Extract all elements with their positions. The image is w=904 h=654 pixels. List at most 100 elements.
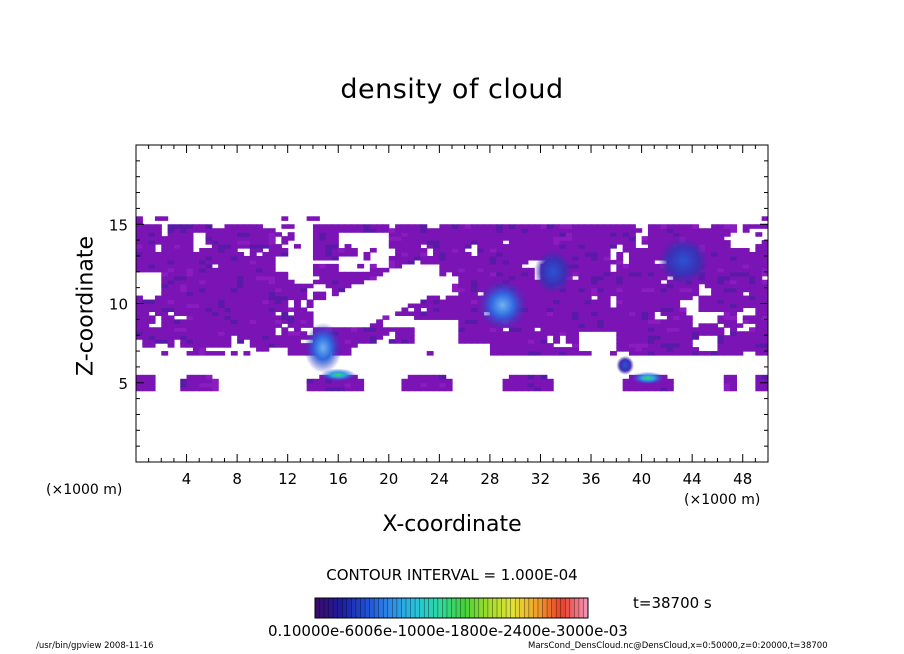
density-cell: [654, 228, 662, 233]
density-cell: [218, 244, 226, 249]
density-cell: [249, 299, 257, 305]
density-cell: [641, 240, 649, 245]
density-cell: [154, 232, 162, 237]
density-cell: [521, 228, 529, 233]
density-cell: [325, 224, 333, 229]
density-cell: [161, 291, 169, 297]
density-cell: [458, 244, 466, 249]
density-cell: [730, 275, 737, 281]
density-cell: [584, 287, 592, 293]
density-cell: [325, 244, 333, 249]
footer-file-info: MarsCond_DensCloud.nc@DensCloud,x=0:5000…: [528, 641, 828, 651]
density-cell: [148, 374, 156, 380]
density-cell: [344, 271, 352, 277]
density-cell: [616, 263, 624, 269]
density-cell: [401, 378, 409, 384]
density-cell: [439, 251, 447, 257]
density-cell: [173, 287, 181, 293]
density-cell: [736, 307, 744, 313]
density-cell: [578, 255, 586, 261]
density-cell: [218, 228, 226, 233]
density-cell: [470, 323, 478, 328]
density-cell: [508, 351, 516, 356]
density-cell: [142, 228, 150, 233]
density-cell: [237, 303, 245, 309]
density-cell: [167, 303, 175, 309]
density-cell: [205, 228, 213, 233]
density-cell: [572, 255, 579, 261]
density-cell: [616, 255, 624, 261]
density-cell: [647, 287, 655, 293]
density-cell: [572, 271, 579, 277]
density-cell: [173, 319, 181, 324]
density-cell: [679, 335, 687, 340]
density-cell: [685, 228, 693, 233]
density-cell: [635, 299, 643, 305]
density-cell: [578, 236, 586, 241]
density-cell: [622, 232, 630, 237]
density-cell: [723, 386, 731, 392]
density-cell: [496, 251, 504, 257]
density-cell: [294, 347, 301, 352]
density-cell: [489, 347, 497, 352]
density-cell: [439, 259, 447, 265]
density-cell: [565, 291, 573, 297]
density-cell: [414, 244, 421, 249]
density-cell: [654, 251, 662, 257]
density-cell: [464, 303, 472, 309]
density-cell: [591, 275, 598, 281]
density-cell: [635, 382, 643, 388]
colorbar-strip: [428, 598, 434, 618]
density-cell: [723, 347, 731, 352]
density-cell: [173, 240, 181, 245]
density-cell: [369, 248, 377, 253]
density-cell: [401, 307, 409, 313]
density-cell: [325, 378, 333, 384]
density-cell: [584, 240, 592, 245]
density-cell: [180, 295, 188, 301]
density-cell: [167, 315, 175, 320]
density-cell: [268, 323, 276, 328]
density-cell: [180, 224, 188, 229]
density-cell: [420, 236, 428, 241]
density-cell: [654, 291, 662, 297]
density-cell: [723, 299, 731, 305]
density-cell: [192, 279, 200, 285]
density-cell: [679, 287, 687, 293]
density-cell: [426, 240, 434, 245]
density-cell: [610, 307, 617, 313]
density-cell: [572, 315, 579, 320]
density-cell: [205, 331, 213, 336]
density-cell: [458, 232, 466, 237]
colorbar-strip: [469, 598, 475, 618]
density-cell: [363, 251, 371, 257]
density-cell: [142, 236, 150, 241]
density-cell: [199, 283, 207, 289]
density-cell: [591, 255, 598, 261]
density-cell: [755, 378, 763, 384]
density-cell: [622, 311, 630, 316]
density-cell: [256, 299, 263, 305]
density-cell: [211, 287, 219, 293]
density-cell: [635, 287, 643, 293]
density-cell: [736, 343, 744, 348]
density-cell: [154, 224, 162, 229]
density-cell: [723, 378, 731, 384]
density-cell: [730, 315, 737, 320]
density-cell: [755, 347, 763, 352]
density-cell: [256, 347, 263, 352]
dense-cores: [304, 236, 709, 385]
density-cell: [350, 335, 358, 340]
density-cell: [704, 251, 712, 257]
density-cell: [192, 307, 200, 313]
density-cell: [654, 323, 662, 328]
x-tick-label: 44: [683, 470, 702, 488]
density-cell: [521, 279, 529, 285]
density-cell: [673, 307, 681, 313]
density-cell: [654, 267, 662, 273]
density-cell: [275, 303, 282, 309]
density-cell: [464, 295, 472, 301]
density-cell: [136, 236, 143, 241]
density-cell: [275, 319, 282, 324]
density-cell: [534, 244, 542, 249]
